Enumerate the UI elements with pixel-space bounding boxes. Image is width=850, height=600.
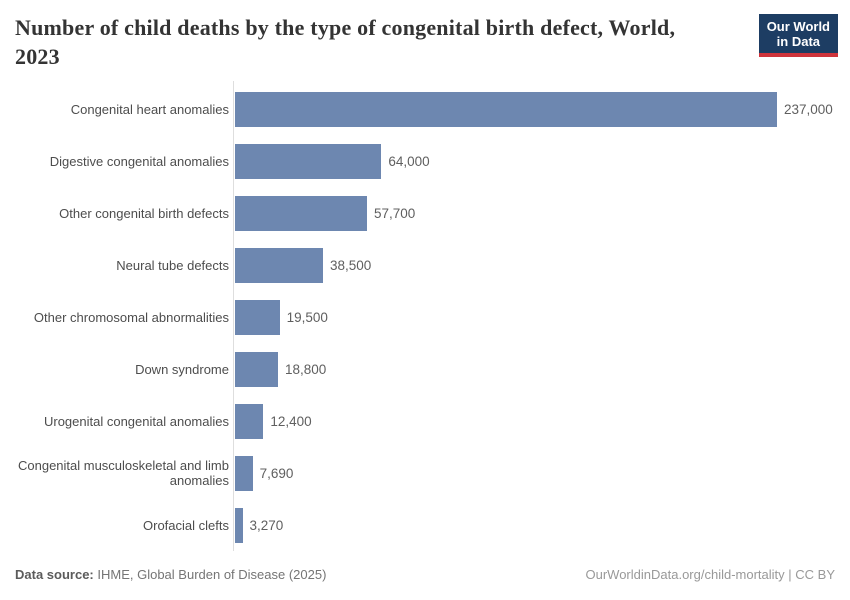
- category-label: Down syndrome: [135, 361, 229, 377]
- value-label: 237,000: [784, 101, 833, 117]
- bar[interactable]: [235, 143, 382, 179]
- bar[interactable]: [235, 91, 777, 127]
- chart-title: Number of child deaths by the type of co…: [15, 13, 760, 71]
- bar-track: 19,500: [229, 291, 835, 343]
- bar-track: 38,500: [229, 239, 835, 291]
- bar-track: 64,000: [229, 135, 835, 187]
- value-label: 7,690: [259, 465, 294, 481]
- bar-track: 57,700: [229, 187, 835, 239]
- bar-track: 7,690: [229, 447, 835, 499]
- bar-chart: Congenital heart anomalies 237,000 Diges…: [15, 81, 835, 551]
- value-label: 38,500: [330, 257, 372, 273]
- value-label: 19,500: [286, 309, 328, 325]
- category-label: Other chromosomal abnormalities: [33, 309, 229, 325]
- bar[interactable]: [235, 195, 367, 231]
- value-label: 3,270: [249, 517, 284, 533]
- bar[interactable]: [235, 403, 264, 439]
- category-label: Neural tube defects: [116, 257, 229, 273]
- bar-track: 237,000: [229, 83, 835, 135]
- category-label: Other congenital birth defects: [59, 205, 229, 221]
- bar-track: 12,400: [229, 395, 835, 447]
- chart-row: Other congenital birth defects 57,700: [15, 187, 835, 239]
- chart-row: Congenital heart anomalies 237,000: [15, 83, 835, 135]
- bar-track: 3,270: [229, 499, 835, 551]
- attribution-link[interactable]: OurWorldinData.org/child-mortality | CC …: [585, 567, 836, 582]
- category-label: Digestive congenital anomalies: [49, 153, 229, 169]
- bar[interactable]: [235, 247, 323, 283]
- chart-row: Digestive congenital anomalies 64,000: [15, 135, 835, 187]
- chart-row: Neural tube defects 38,500: [15, 239, 835, 291]
- category-label: Congenital musculoskeletal and limb anom…: [17, 458, 229, 488]
- value-label: 12,400: [270, 413, 312, 429]
- chart-title-line1: Number of child deaths by the type of co…: [15, 15, 676, 40]
- footer: Data source: IHME, Global Burden of Dise…: [15, 567, 835, 582]
- category-label: Congenital heart anomalies: [70, 101, 229, 117]
- chart-row: Other chromosomal abnormalities 19,500: [15, 291, 835, 343]
- chart-rows: Congenital heart anomalies 237,000 Diges…: [15, 83, 835, 551]
- chart-row: Down syndrome 18,800: [15, 343, 835, 395]
- owid-logo-text-line1: Our World: [766, 19, 830, 34]
- bar-track: 18,800: [229, 343, 835, 395]
- category-label: Orofacial clefts: [143, 517, 229, 533]
- y-axis-line: [233, 81, 234, 551]
- value-label: 57,700: [374, 205, 416, 221]
- chart-row: Orofacial clefts 3,270: [15, 499, 835, 551]
- bar[interactable]: [235, 299, 280, 335]
- data-source-note: Data source: IHME, Global Burden of Dise…: [15, 567, 326, 582]
- owid-logo-text-line2: in Data: [776, 34, 821, 49]
- data-source-label: Data source:: [15, 567, 94, 582]
- data-source-value: IHME, Global Burden of Disease (2025): [97, 567, 327, 582]
- bar[interactable]: [235, 507, 243, 543]
- owid-logo[interactable]: Our World in Data: [758, 14, 838, 57]
- chart-row: Congenital musculoskeletal and limb anom…: [15, 447, 835, 499]
- bar[interactable]: [235, 455, 253, 491]
- value-label: 64,000: [388, 153, 430, 169]
- category-label: Urogenital congenital anomalies: [43, 413, 229, 429]
- chart-title-line2: 2023: [15, 44, 60, 69]
- value-label: 18,800: [285, 361, 327, 377]
- chart-row: Urogenital congenital anomalies 12,400: [15, 395, 835, 447]
- bar[interactable]: [235, 351, 278, 387]
